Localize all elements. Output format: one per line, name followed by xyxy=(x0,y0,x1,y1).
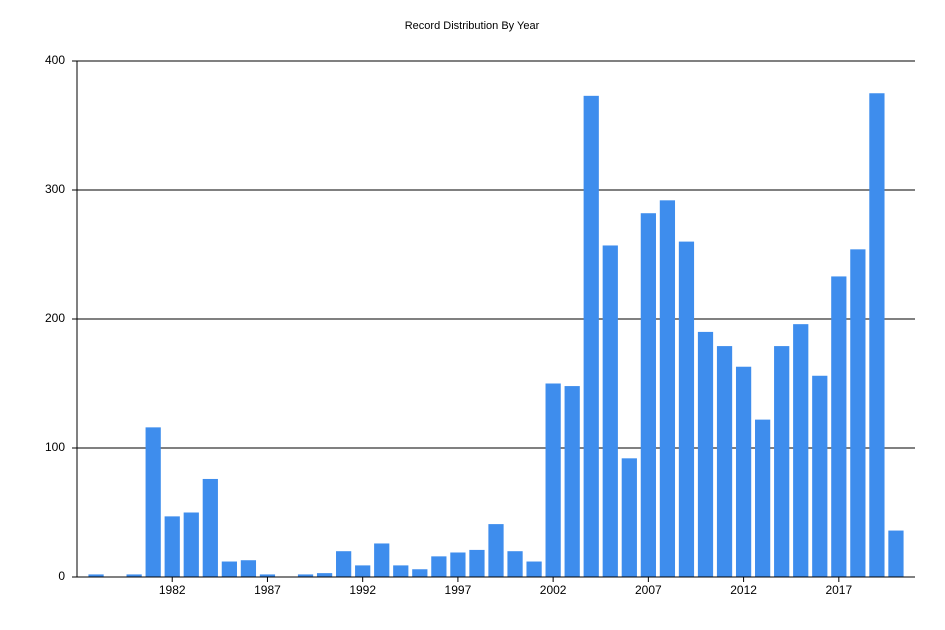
bar xyxy=(316,573,333,577)
bar xyxy=(774,346,790,577)
bar xyxy=(88,574,104,577)
bar xyxy=(469,549,485,577)
bar xyxy=(526,561,542,577)
bar xyxy=(545,383,561,577)
bar xyxy=(678,241,695,577)
bar xyxy=(793,324,809,577)
y-tick-label: 0 xyxy=(58,569,65,583)
bar xyxy=(164,516,180,577)
bar xyxy=(755,419,771,577)
bar xyxy=(697,331,714,577)
bar xyxy=(240,560,257,577)
bar xyxy=(564,386,580,577)
bar xyxy=(355,565,371,577)
x-tick-label: 2012 xyxy=(730,583,757,597)
bar xyxy=(145,427,161,577)
bar xyxy=(831,276,847,577)
bar xyxy=(126,574,142,577)
bar xyxy=(488,524,504,577)
bar xyxy=(450,552,466,577)
bar xyxy=(297,574,314,577)
x-tick-label: 1987 xyxy=(254,583,281,597)
x-tick-label: 1992 xyxy=(349,583,376,597)
bar xyxy=(602,245,618,577)
bar xyxy=(183,512,199,577)
bar xyxy=(621,458,637,577)
x-tick-label: 2002 xyxy=(540,583,567,597)
x-tick-label: 2007 xyxy=(635,583,662,597)
bar xyxy=(374,543,390,577)
y-tick-label: 100 xyxy=(45,440,65,454)
x-tick-label: 1997 xyxy=(445,583,472,597)
bar xyxy=(716,346,733,577)
y-tick-label: 400 xyxy=(45,53,65,67)
bar xyxy=(735,366,752,577)
chart-title: Record Distribution By Year xyxy=(405,20,540,32)
x-tick-label: 1982 xyxy=(159,583,186,597)
bar xyxy=(221,561,237,577)
bar xyxy=(336,551,352,577)
y-tick-label: 300 xyxy=(45,182,65,196)
bar xyxy=(259,574,276,577)
bar xyxy=(507,551,523,577)
bar xyxy=(431,556,447,577)
bar xyxy=(583,95,599,577)
bar xyxy=(812,375,828,577)
bar xyxy=(640,213,656,577)
y-tick-label: 200 xyxy=(45,311,65,325)
bar xyxy=(869,93,885,577)
bar xyxy=(888,530,904,577)
bar xyxy=(659,200,676,577)
bar xyxy=(412,569,428,577)
x-tick-label: 2017 xyxy=(825,583,852,597)
bar xyxy=(850,249,866,577)
bar xyxy=(393,565,409,577)
bar xyxy=(202,478,218,577)
